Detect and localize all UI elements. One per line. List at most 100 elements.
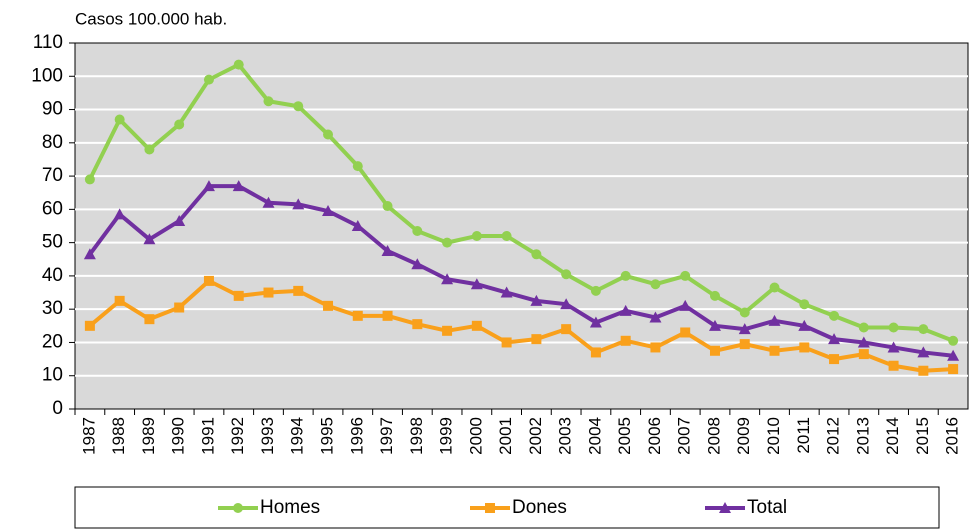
- point: [680, 327, 691, 338]
- y-tick-label: 100: [31, 65, 63, 86]
- point: [442, 325, 453, 336]
- point: [680, 270, 691, 281]
- point: [411, 258, 424, 270]
- y-tick-label: 10: [42, 365, 63, 386]
- point: [619, 304, 632, 316]
- point: [203, 275, 214, 286]
- point: [203, 74, 214, 85]
- legend-label: Total: [747, 497, 787, 518]
- point: [590, 347, 601, 358]
- series-line: [88, 184, 954, 358]
- x-tick-label: 2015: [913, 417, 932, 455]
- point: [174, 119, 185, 130]
- point: [769, 345, 780, 356]
- point: [561, 269, 572, 280]
- x-tick-label: 2010: [764, 417, 783, 455]
- point: [858, 322, 869, 333]
- x-tick-label: 2001: [496, 417, 515, 455]
- point: [857, 336, 870, 348]
- x-tick-label: 1997: [377, 417, 396, 455]
- x-tick-label: 2013: [853, 417, 872, 455]
- point: [412, 225, 423, 236]
- point: [799, 299, 810, 310]
- point: [292, 198, 305, 210]
- x-tick-label: 1987: [79, 417, 98, 455]
- y-axis-label: Casos 100.000 hab.: [75, 9, 227, 28]
- x-tick-label: 1993: [258, 417, 277, 455]
- point: [531, 334, 542, 345]
- point: [293, 101, 304, 112]
- x-tick-label: 1998: [407, 417, 426, 455]
- point: [589, 316, 602, 328]
- point: [650, 342, 661, 353]
- point: [470, 278, 483, 290]
- x-tick-label: 1996: [347, 417, 366, 455]
- point: [263, 287, 274, 298]
- point: [263, 96, 274, 107]
- point: [233, 290, 244, 301]
- point: [323, 300, 334, 311]
- point: [799, 342, 810, 353]
- point: [620, 335, 631, 346]
- point: [888, 322, 899, 333]
- point: [173, 215, 186, 227]
- plot-area: [74, 42, 969, 410]
- y-tick-label: 90: [42, 99, 63, 120]
- y-tick-label: 60: [42, 198, 63, 219]
- x-tick-label: 2012: [824, 417, 843, 455]
- point: [649, 311, 662, 323]
- x-tick-label: 1999: [437, 417, 456, 455]
- y-tick-label: 70: [42, 165, 63, 186]
- point: [202, 180, 215, 192]
- point: [143, 233, 156, 245]
- point: [233, 59, 244, 70]
- point: [262, 196, 275, 208]
- point: [768, 314, 781, 326]
- x-tick-label: 1991: [198, 417, 217, 455]
- x-tick-label: 2009: [734, 417, 753, 455]
- point: [84, 320, 95, 331]
- x-tick-label: 2014: [883, 417, 902, 455]
- point: [530, 294, 543, 306]
- point: [590, 285, 601, 296]
- point: [382, 201, 393, 212]
- point: [650, 279, 661, 290]
- point: [232, 180, 245, 192]
- point: [888, 360, 899, 371]
- y-tick-label: 0: [52, 398, 63, 419]
- point: [471, 320, 482, 331]
- series-line: [88, 62, 954, 343]
- point: [948, 335, 959, 346]
- point: [352, 310, 363, 321]
- point: [441, 273, 454, 285]
- x-tick-label: 2005: [615, 417, 634, 455]
- point: [708, 319, 721, 331]
- y-tick-label: 50: [42, 232, 63, 253]
- point: [501, 337, 512, 348]
- x-tick-label: 2008: [704, 417, 723, 455]
- point: [620, 270, 631, 281]
- y-tick-label: 80: [42, 132, 63, 153]
- point: [322, 205, 335, 217]
- point: [500, 286, 513, 298]
- point: [829, 310, 840, 321]
- point: [738, 323, 751, 335]
- legend-label: Homes: [260, 497, 320, 518]
- y-tick-label: 110: [33, 32, 63, 53]
- point: [709, 345, 720, 356]
- x-tick-label: 1994: [288, 417, 307, 455]
- point: [739, 307, 750, 318]
- legend-marker: [719, 502, 731, 513]
- point: [561, 324, 572, 335]
- point: [144, 314, 155, 325]
- legend-label: Dones: [512, 497, 567, 518]
- point: [351, 220, 364, 231]
- point: [113, 208, 126, 220]
- point: [412, 319, 423, 330]
- y-tick-label: 30: [42, 298, 63, 319]
- point: [858, 349, 869, 360]
- x-tick-label: 1989: [139, 417, 158, 455]
- point: [352, 161, 363, 172]
- point: [769, 282, 780, 293]
